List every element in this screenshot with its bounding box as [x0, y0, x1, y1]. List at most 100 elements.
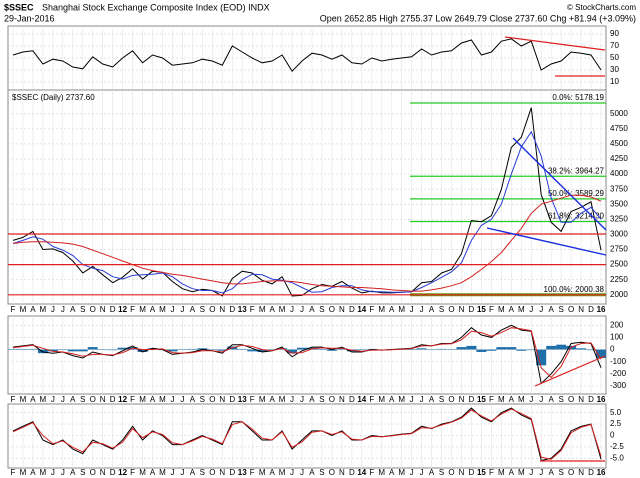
x-tick-label: A: [269, 305, 275, 314]
x-tick-label: D: [110, 305, 116, 314]
y-tick-label: 3500: [610, 199, 628, 208]
x-tick-label: S: [80, 305, 85, 314]
x-tick-label: A: [150, 305, 156, 314]
series-line: [12, 408, 602, 460]
x-tick-label: S: [319, 468, 324, 477]
histogram-bar: [87, 347, 98, 350]
histogram-bar: [556, 344, 567, 350]
histogram-bar: [247, 349, 258, 352]
x-tick-label: O: [448, 468, 454, 477]
y-tick-label: 2.5: [610, 419, 622, 428]
x-tick-label: J: [61, 468, 65, 477]
symbol: $SSEC: [4, 2, 34, 12]
histogram-bar: [466, 345, 477, 350]
x-tick-label: A: [549, 395, 555, 404]
x-tick-label: N: [339, 468, 345, 477]
x-tick-label: J: [300, 305, 304, 314]
x-tick-label: J: [300, 468, 304, 477]
x-tick-label: A: [429, 395, 435, 404]
x-tick-label: M: [279, 305, 286, 314]
x-tick-label: J: [170, 395, 174, 404]
x-tick-label: M: [398, 305, 405, 314]
histogram-bar: [147, 348, 158, 350]
x-tick-label: 16: [597, 305, 606, 314]
histogram-bar: [596, 349, 606, 359]
x-tick-label: N: [578, 305, 584, 314]
x-tick-label: M: [159, 305, 166, 314]
x-tick-label: D: [588, 395, 594, 404]
histogram-bar: [217, 349, 228, 351]
x-tick-label: S: [558, 468, 563, 477]
x-tick-label: A: [309, 395, 315, 404]
x-tick-label: J: [180, 468, 184, 477]
x-tick-label: D: [469, 468, 475, 477]
histogram-bar: [207, 349, 218, 351]
x-tick-label: O: [568, 468, 574, 477]
x-tick-label: A: [309, 468, 315, 477]
x-tick-label: N: [578, 468, 584, 477]
x-tick-label: J: [420, 468, 424, 477]
histogram-bar: [406, 349, 417, 350]
x-tick-label: D: [110, 468, 116, 477]
x-tick-label: N: [339, 305, 345, 314]
x-tick-label: M: [139, 305, 146, 314]
x-tick-label: M: [139, 395, 146, 404]
fib-label: 0.0%: 5178.19: [552, 93, 604, 102]
x-tick-label: J: [420, 395, 424, 404]
x-tick-label: M: [398, 395, 405, 404]
x-tick-label: N: [459, 395, 465, 404]
y-tick-label: 90: [610, 29, 619, 38]
x-tick-label: J: [170, 468, 174, 477]
x-tick-label: M: [139, 468, 146, 477]
x-tick-label: M: [498, 395, 505, 404]
y-tick-label: 2000: [610, 290, 628, 299]
x-tick-label: J: [51, 468, 55, 477]
y-tick-label: 200: [610, 320, 624, 329]
y-tick-label: 2500: [610, 260, 628, 269]
y-tick-label: 0: [610, 345, 615, 354]
histogram-bar: [77, 349, 88, 352]
x-tick-label: D: [469, 395, 475, 404]
histogram-bar: [297, 347, 307, 350]
x-tick-label: M: [40, 305, 47, 314]
x-tick-label: O: [90, 468, 96, 477]
y-tick-label: 4750: [610, 124, 628, 133]
x-tick-label: S: [200, 305, 205, 314]
x-tick-label: M: [20, 468, 27, 477]
histogram-bar: [177, 349, 188, 351]
x-tick-label: M: [378, 468, 385, 477]
x-tick-label: 12: [118, 468, 127, 477]
histogram-bar: [267, 349, 278, 351]
histogram-bar: [37, 349, 48, 354]
x-tick-label: D: [110, 395, 116, 404]
x-tick-label: J: [539, 468, 543, 477]
x-tick-label: J: [61, 305, 65, 314]
histogram-bar: [536, 349, 547, 366]
series-line: [12, 130, 602, 294]
y-tick-label: 3000: [610, 230, 628, 239]
y-tick-label: 50: [610, 53, 619, 62]
x-tick-label: A: [269, 468, 275, 477]
x-tick-label: M: [498, 468, 505, 477]
x-tick-label: M: [498, 305, 505, 314]
x-tick-label: F: [369, 395, 374, 404]
panels: 9070503010200022502500275030003250350037…: [7, 25, 628, 477]
histogram-bar: [426, 349, 437, 351]
x-tick-label: D: [349, 305, 355, 314]
x-tick-label: S: [200, 395, 205, 404]
credit: © StockCharts.com: [567, 3, 636, 12]
trendline: [486, 227, 607, 256]
x-tick-label: A: [190, 305, 196, 314]
x-tick-label: D: [588, 305, 594, 314]
histogram-bar: [277, 348, 288, 350]
x-tick-label: J: [290, 395, 294, 404]
x-tick-label: A: [190, 395, 196, 404]
fib-label: 50.0%: 3589.29: [548, 189, 605, 198]
histogram-bar: [526, 349, 537, 351]
x-tick-label: 12: [118, 305, 127, 314]
x-tick-label: D: [229, 395, 235, 404]
y-tick-label: 30: [610, 65, 619, 74]
x-tick-label: 16: [597, 395, 606, 404]
x-tick-label: A: [389, 468, 395, 477]
y-tick-label: -2.5: [610, 442, 624, 451]
